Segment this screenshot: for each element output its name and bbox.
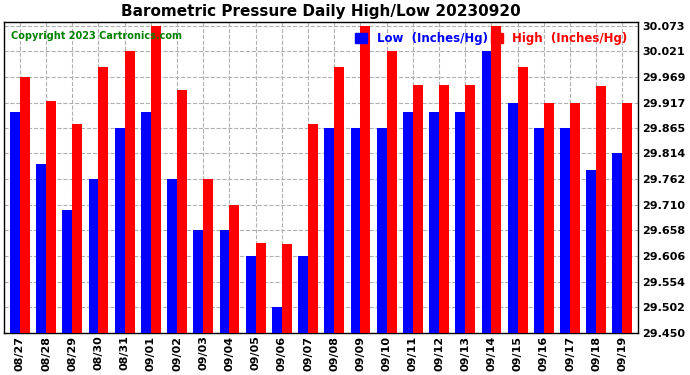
Bar <box>256 243 266 333</box>
Bar <box>544 103 554 333</box>
Bar <box>46 100 56 333</box>
Bar <box>570 103 580 333</box>
Bar <box>36 164 46 333</box>
Bar <box>99 67 108 333</box>
Bar <box>465 85 475 333</box>
Bar <box>455 112 465 333</box>
Bar <box>534 128 544 333</box>
Bar <box>298 256 308 333</box>
Bar <box>125 51 135 333</box>
Bar <box>518 67 528 333</box>
Bar <box>115 128 125 333</box>
Bar <box>439 85 449 333</box>
Bar <box>151 26 161 333</box>
Bar <box>20 77 30 333</box>
Bar <box>62 210 72 333</box>
Bar <box>141 112 151 333</box>
Bar <box>324 128 334 333</box>
Bar <box>508 103 518 333</box>
Bar <box>282 244 292 333</box>
Bar <box>10 112 20 333</box>
Bar <box>351 128 360 333</box>
Bar <box>482 51 491 333</box>
Bar <box>308 124 318 333</box>
Bar <box>586 170 596 333</box>
Bar <box>88 179 99 333</box>
Bar <box>246 256 256 333</box>
Bar <box>560 128 570 333</box>
Bar <box>377 128 386 333</box>
Bar <box>429 112 439 333</box>
Bar <box>72 124 82 333</box>
Bar <box>167 179 177 333</box>
Bar <box>193 230 204 333</box>
Text: Copyright 2023 Cartronics.com: Copyright 2023 Cartronics.com <box>10 31 181 41</box>
Bar <box>622 103 633 333</box>
Title: Barometric Pressure Daily High/Low 20230920: Barometric Pressure Daily High/Low 20230… <box>121 4 521 19</box>
Bar <box>596 86 607 333</box>
Bar <box>272 307 282 333</box>
Bar <box>491 26 502 333</box>
Bar <box>386 51 397 333</box>
Bar <box>413 85 423 333</box>
Bar <box>230 205 239 333</box>
Bar <box>613 153 622 333</box>
Bar <box>219 230 230 333</box>
Bar <box>360 26 371 333</box>
Legend: Low  (Inches/Hg), High  (Inches/Hg): Low (Inches/Hg), High (Inches/Hg) <box>351 28 632 50</box>
Bar <box>177 90 187 333</box>
Bar <box>204 179 213 333</box>
Bar <box>334 67 344 333</box>
Bar <box>403 112 413 333</box>
